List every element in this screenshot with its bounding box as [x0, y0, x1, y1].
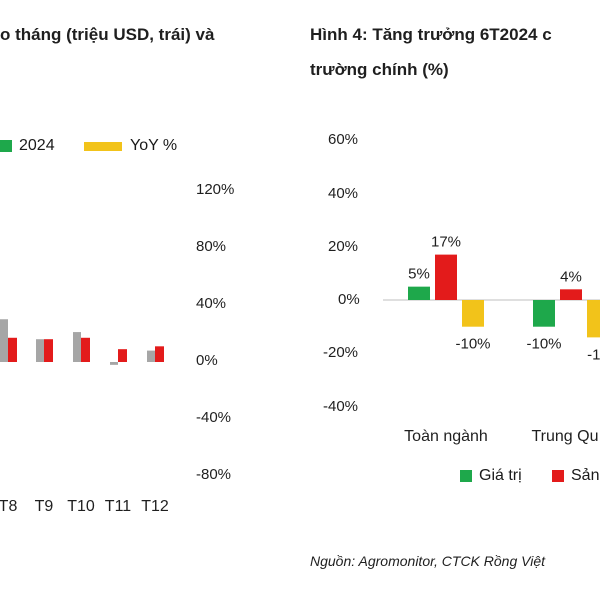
bar-red-T11	[118, 349, 127, 362]
bar-red-T12	[155, 346, 164, 362]
bar-red-T9	[44, 339, 53, 362]
axis-tick-0: 0%	[338, 291, 360, 308]
category-label-1: Trung Qu	[532, 428, 599, 445]
data-label-0-2: -10%	[455, 336, 490, 353]
bar-grey-T12	[147, 350, 155, 362]
left-chart-title-fragment: o tháng (triệu USD, trái) và	[0, 25, 215, 44]
bar-Giá trị-0	[408, 286, 430, 300]
legend-swatch-green	[460, 470, 472, 482]
right-axis-tick-minus40: -40%	[196, 409, 232, 426]
bar-grey-T10	[73, 332, 81, 362]
data-label-1-0: -10%	[526, 336, 561, 353]
category-label-0: Toàn ngành	[404, 428, 488, 445]
bar-grey-T9	[36, 339, 44, 362]
axis-tick-60: 60%	[328, 131, 359, 148]
bar-series2-1	[587, 300, 600, 338]
bar-red-T8	[8, 337, 17, 362]
data-label-1-2: -14	[587, 346, 600, 363]
left-legend-item-yoy: YoY %	[84, 137, 177, 155]
right-chart-title-line1: Hình 4: Tăng trưởng 6T2024 c	[310, 25, 552, 44]
legend-label-yoy: YoY %	[130, 137, 178, 154]
axis-tick-40: 40%	[328, 185, 359, 202]
legend-swatch-yellow	[84, 141, 122, 151]
legend-label-2024: 2024	[19, 137, 55, 154]
legend-swatch-green	[0, 140, 12, 152]
bar-grey-T8	[0, 319, 8, 362]
x-tick-label-T9: T9	[35, 498, 54, 515]
axis-tick-minus40: -40%	[323, 398, 359, 415]
legend-label-san: Sản	[571, 467, 600, 484]
x-tick-label-T11: T11	[105, 498, 131, 515]
x-tick-label-T10: T10	[67, 498, 95, 515]
right-axis-tick-minus80: -80%	[196, 466, 232, 483]
x-tick-label-T8: T8	[0, 498, 17, 515]
data-label-1-1: 4%	[560, 268, 582, 285]
legend-swatch-red	[552, 470, 564, 482]
x-tick-label-T12: T12	[141, 498, 169, 515]
bar-grey-T11	[110, 362, 118, 365]
right-legend-item-gia-tri: Giá trị	[460, 467, 522, 485]
bar-Giá trị-1	[533, 300, 555, 327]
legend-label-gia-tri: Giá trị	[479, 467, 522, 484]
data-label-0-0: 5%	[408, 266, 430, 283]
axis-tick-minus20: -20%	[323, 344, 359, 361]
source-note: Nguồn: Agromonitor, CTCK Rồng Việt	[310, 553, 546, 569]
right-axis-tick-40: 40%	[196, 295, 227, 312]
right-axis-tick-120: 120%	[196, 181, 235, 198]
bar-red-T10	[81, 337, 90, 362]
bar-Sản-1	[560, 289, 582, 300]
left-legend-item-2024: 2024	[0, 137, 55, 155]
right-axis-tick-0: 0%	[196, 352, 218, 369]
bar-series2-0	[462, 300, 484, 327]
right-axis-tick-80: 80%	[196, 238, 227, 255]
bar-Sản-0	[435, 254, 457, 300]
right-chart-title-line2: trường chính (%)	[310, 60, 449, 79]
data-label-0-1: 17%	[431, 234, 461, 251]
right-legend-item-san: Sản	[552, 467, 599, 485]
axis-tick-20: 20%	[328, 238, 359, 255]
